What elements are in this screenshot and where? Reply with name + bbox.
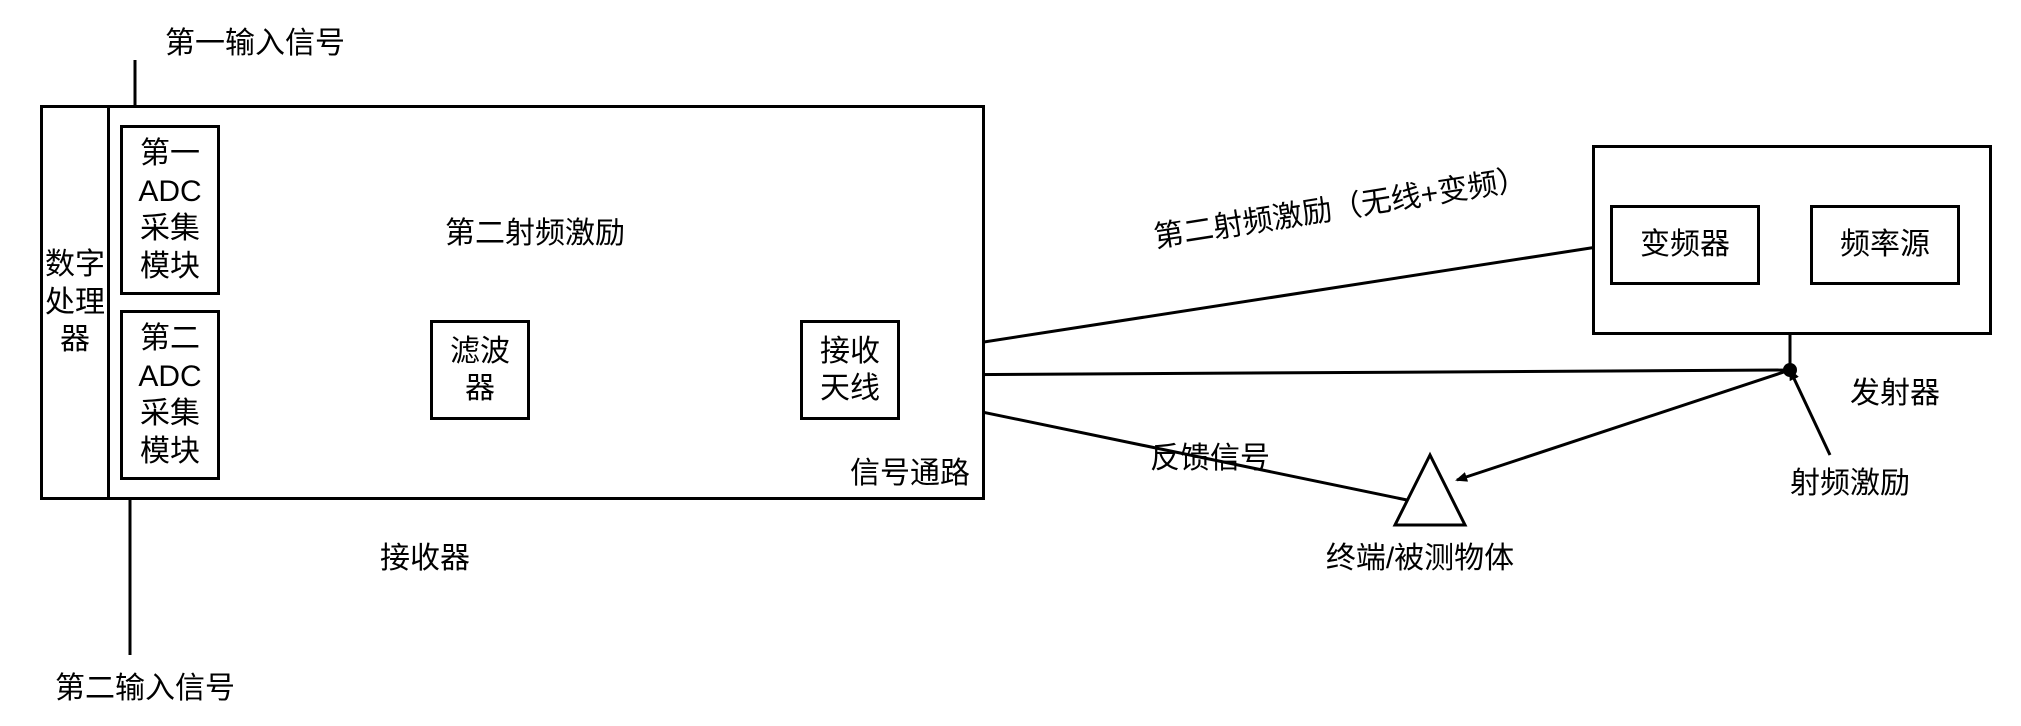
transmitter-label: 发射器 bbox=[1820, 365, 1970, 415]
tx-to-rxant bbox=[900, 370, 1790, 375]
dsp-block: 数字 处理 器 bbox=[40, 105, 110, 500]
tx-to-terminal bbox=[1457, 370, 1790, 480]
second_input-label: 第二输入信号 bbox=[30, 660, 260, 710]
rf2_left-label: 第二射频激励 bbox=[410, 205, 660, 255]
filter-block: 滤波 器 bbox=[430, 320, 530, 420]
receiver-label: 接收器 bbox=[350, 530, 500, 580]
feedback-label: 反馈信号 bbox=[1120, 430, 1300, 480]
tx-output-tee bbox=[1783, 363, 1797, 377]
freq_conv-block: 变频器 bbox=[1610, 205, 1760, 285]
first_input-label: 第一输入信号 bbox=[140, 15, 370, 65]
freq_src-block: 频率源 bbox=[1810, 205, 1960, 285]
terminal-label: 终端/被测物体 bbox=[1290, 530, 1550, 580]
rf_excite-label: 射频激励 bbox=[1760, 455, 1940, 505]
adc1-block: 第一 ADC 采集 模块 bbox=[120, 125, 220, 295]
terminal-triangle-icon bbox=[1395, 455, 1465, 525]
rf2_wireless-label: 第二射频激励（无线+变频） bbox=[1089, 141, 1591, 269]
diagram-canvas: 数字 处理 器第一 ADC 采集 模块第二 ADC 采集 模块 滤波 器 接收 天线… bbox=[0, 0, 2021, 726]
signal_path-label: 信号通路 bbox=[820, 445, 1000, 495]
adc2-block: 第二 ADC 采集 模块 bbox=[120, 310, 220, 480]
rx_antenna-block: 接收 天线 bbox=[800, 320, 900, 420]
conv-to-rxant bbox=[900, 245, 1610, 355]
